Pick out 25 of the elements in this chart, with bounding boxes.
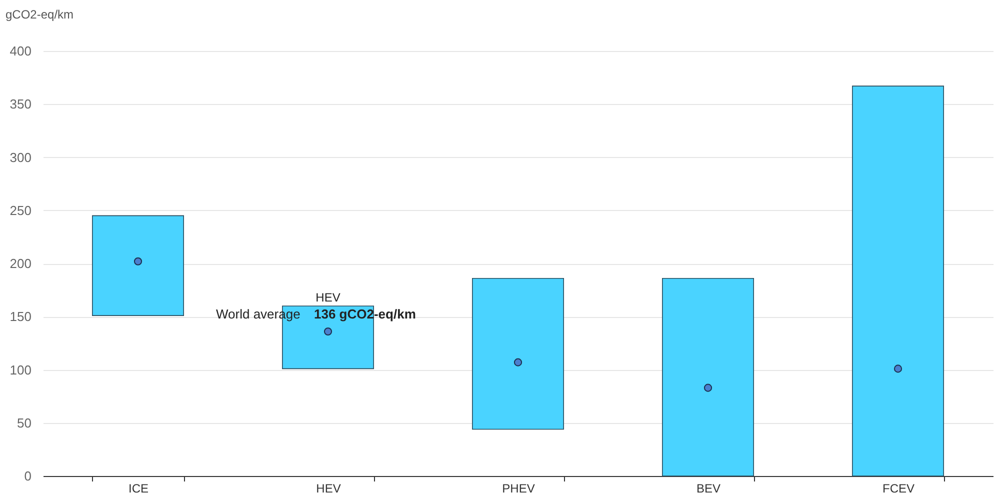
bar — [852, 86, 944, 476]
x-tick-label: FCEV — [882, 482, 915, 496]
point — [894, 364, 902, 373]
bar — [472, 278, 564, 430]
bar — [662, 278, 754, 476]
y-tick-label: 150 — [10, 309, 32, 324]
x-tick-label: HEV — [316, 482, 341, 496]
annotation: HEV — [316, 290, 340, 304]
y-tick-label: 200 — [10, 256, 32, 271]
point — [134, 257, 142, 266]
x-tick-label: ICE — [128, 482, 149, 496]
y-tick-label: 250 — [10, 202, 32, 218]
y-tick-label: 50 — [17, 415, 32, 430]
y-tick-label: 300 — [10, 150, 32, 165]
y-tick-label: 400 — [10, 44, 32, 58]
y-tick-label: 0 — [24, 468, 32, 484]
x-tick-label: BEV — [696, 482, 721, 496]
bar — [92, 215, 184, 316]
point — [324, 327, 332, 336]
point — [514, 358, 522, 366]
y-axis-title: gCO2-eq/km — [6, 8, 74, 22]
y-tick-label: 100 — [10, 362, 32, 378]
x-tick-label: PHEV — [502, 482, 535, 496]
point — [704, 384, 712, 392]
y-tick-label: 350 — [10, 96, 32, 112]
